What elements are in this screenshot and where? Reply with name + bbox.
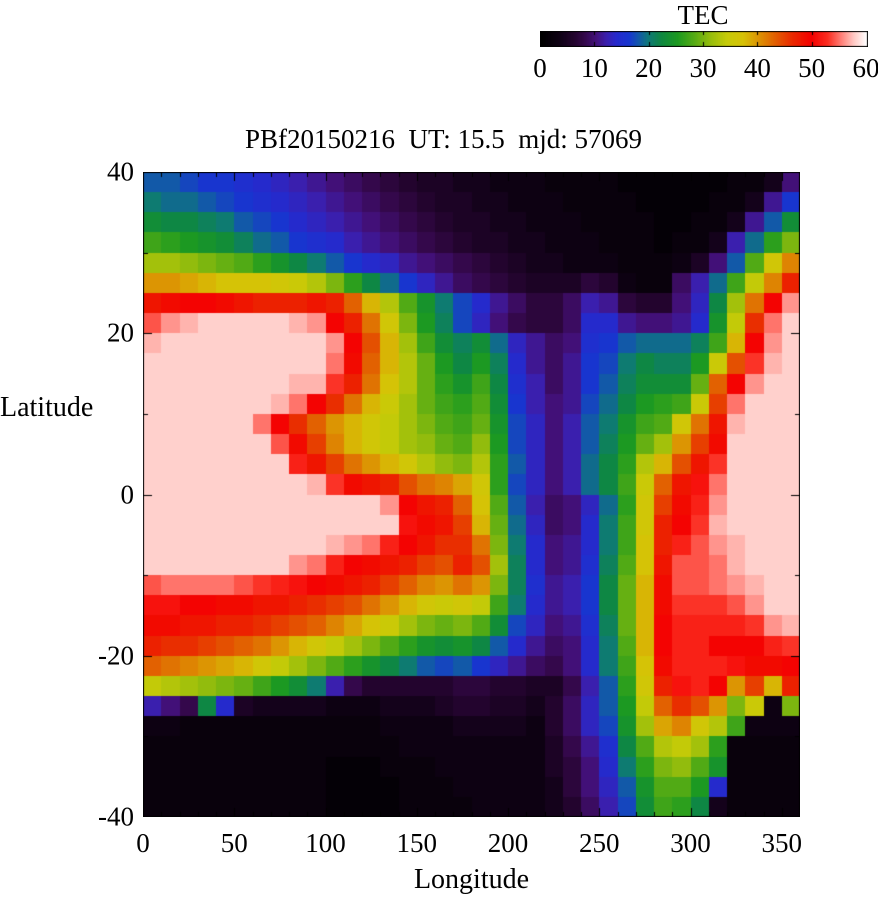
x-tick-label: 0 xyxy=(136,828,150,858)
x-tick-label: 50 xyxy=(220,828,248,858)
x-tick-label: 300 xyxy=(670,828,711,858)
x-axis-label: Longitude xyxy=(413,864,530,895)
x-tick-label: 200 xyxy=(487,828,529,858)
x-tick-label: 100 xyxy=(305,828,346,858)
colorbar xyxy=(540,31,868,47)
colorbar-tick-label: 30 xyxy=(689,53,717,83)
x-tick-label: 150 xyxy=(396,828,438,858)
colorbar-tick-label: 10 xyxy=(580,53,608,83)
x-tick-label: 350 xyxy=(761,828,803,858)
y-tick-label: -20 xyxy=(98,640,134,671)
y-tick-label: 20 xyxy=(107,317,134,348)
colorbar-tick-label: 0 xyxy=(533,53,547,83)
colorbar-title: TEC xyxy=(677,0,729,30)
heatmap-plot xyxy=(143,172,800,817)
x-tick-label: 250 xyxy=(579,828,620,858)
plot-title: PBf20150216 UT: 15.5 mjd: 57069 xyxy=(245,124,642,154)
y-tick-label: -40 xyxy=(98,801,134,832)
y-tick-label: 0 xyxy=(120,479,135,509)
y-axis-label: Latitude xyxy=(0,392,94,423)
colorbar-tick-label: 60 xyxy=(852,53,878,83)
y-tick-label: 40 xyxy=(107,156,134,187)
colorbar-tick-label: 50 xyxy=(798,53,826,83)
colorbar-tick-label: 20 xyxy=(635,53,663,83)
colorbar-tick-label: 40 xyxy=(743,53,771,83)
